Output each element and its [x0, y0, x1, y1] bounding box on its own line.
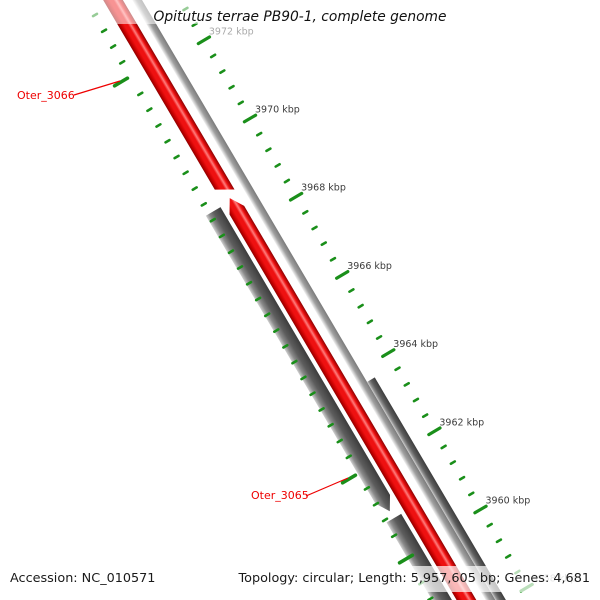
inner-tick — [227, 249, 235, 255]
feature-dash — [340, 473, 358, 485]
inner-tick — [263, 312, 271, 318]
feature-dash — [397, 553, 415, 565]
tick-minor — [421, 413, 429, 419]
inner-tick — [218, 233, 226, 239]
accession-text: Accession: NC_010571 — [10, 571, 156, 586]
inner-tick — [254, 296, 262, 302]
label-leader-line — [305, 477, 349, 497]
fade-overlay — [0, 566, 600, 592]
tick-minor — [449, 460, 457, 466]
inner-tick — [209, 217, 217, 223]
tick-label: 3970 kbp — [255, 105, 300, 116]
inner-tick — [191, 186, 198, 192]
label-leader-line — [73, 80, 121, 96]
tick-minor — [366, 319, 374, 325]
band-group — [85, 0, 529, 600]
tick-minor — [274, 162, 281, 168]
tick-major — [473, 504, 488, 515]
tick-minor — [283, 178, 291, 184]
tick-minor — [228, 84, 235, 90]
inner-tick — [336, 438, 343, 444]
inner-tick — [372, 501, 380, 507]
tick-minor — [219, 69, 226, 75]
inner-tick — [363, 485, 371, 491]
tick-minor — [357, 303, 364, 309]
inner-tick — [182, 170, 189, 176]
gene-label-oter-3065[interactable]: Oter_3065 — [251, 489, 309, 502]
tick-minor — [440, 444, 447, 450]
inner-tick — [146, 107, 153, 113]
tick-label: 3972 kbp — [209, 26, 254, 37]
tick-minor — [375, 335, 383, 340]
inner-tick — [345, 454, 353, 460]
inner-tick — [200, 201, 208, 207]
tick-minor — [209, 53, 217, 59]
tick-minor — [348, 288, 355, 293]
tick-major — [335, 269, 350, 280]
tick-minor — [302, 209, 309, 215]
tick-minor — [495, 538, 503, 544]
tick-minor — [403, 381, 410, 387]
tick-major — [196, 35, 212, 46]
inner-tick — [137, 91, 144, 97]
inner-tick — [327, 422, 334, 428]
backbone-band — [106, 0, 521, 600]
inner-tick — [282, 343, 289, 349]
inner-tick — [318, 407, 325, 412]
inner-tick — [381, 517, 389, 523]
inner-tick — [100, 28, 108, 34]
tick-minor — [468, 491, 475, 497]
genome-details-text: Topology: circular; Length: 5,957,605 bp… — [238, 571, 590, 586]
gene-label-oter-3066[interactable]: Oter_3066 — [17, 89, 75, 102]
tick-minor — [265, 147, 272, 153]
inner-tick — [173, 154, 180, 160]
tick-minor — [394, 366, 401, 372]
fade-overlay — [0, 0, 600, 24]
inner-tick — [109, 44, 117, 50]
tick-minor — [255, 131, 263, 137]
inner-tick — [236, 265, 244, 270]
inner-tick — [390, 533, 398, 539]
tick-minor — [412, 397, 420, 403]
tick-major — [381, 348, 396, 359]
tick-minor — [329, 256, 337, 262]
tick-minor — [237, 100, 245, 106]
tick-label: 3966 kbp — [347, 261, 392, 272]
tick-label: 3964 kbp — [393, 339, 438, 350]
tick-major — [427, 426, 442, 437]
gene-arrow-red-lower — [229, 198, 507, 600]
tick-minor — [320, 241, 327, 247]
gene-arrow-gray-upper — [205, 207, 391, 512]
tick-major — [288, 191, 304, 202]
tick-minor — [311, 225, 318, 231]
feature-dash — [112, 76, 130, 88]
tick-label: 3968 kbp — [301, 183, 346, 194]
tick-minor — [504, 553, 512, 559]
inner-tick — [273, 328, 280, 334]
inner-tick — [309, 391, 316, 397]
tick-minor — [458, 475, 466, 481]
inner-tick — [155, 123, 162, 128]
inner-tick — [164, 138, 171, 144]
tick-label: 3962 kbp — [439, 417, 484, 428]
tick-major — [242, 113, 258, 124]
tick-minor — [486, 522, 493, 528]
inner-tick — [118, 59, 126, 65]
inner-tick — [291, 359, 298, 365]
tick-label: 3960 kbp — [486, 496, 531, 507]
map-title: Opitutus terrae PB90-1, complete genome — [153, 9, 447, 25]
inner-tick — [245, 280, 253, 286]
inner-tick — [300, 375, 307, 381]
